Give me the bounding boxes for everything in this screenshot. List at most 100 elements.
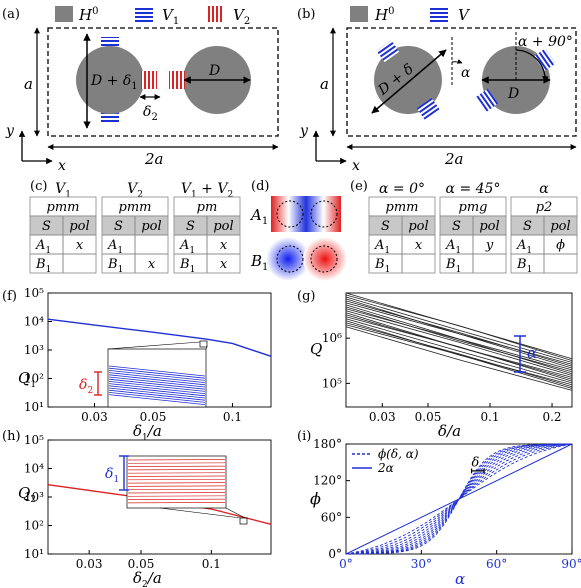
panel-c-label: (c): [30, 179, 47, 194]
label-main: B: [445, 257, 456, 272]
label-main: A: [107, 238, 117, 253]
table-c1-row-sym: B1: [107, 257, 123, 275]
f-inset-line: [108, 370, 206, 381]
panel-b: (b) H0 V D + δ α: [297, 6, 577, 174]
g-series-line: [345, 308, 573, 375]
f-zoom-box: [199, 340, 208, 348]
mode-a1-field: [271, 196, 341, 232]
label-main: B: [35, 257, 46, 272]
h-annotation: δ1: [105, 466, 119, 485]
legend-h0-swatch-b: [350, 6, 368, 22]
f-inset-line: [108, 367, 206, 379]
chart-h-xtick-label: 0.1: [202, 557, 221, 571]
table-e1-group: pmg: [459, 200, 488, 215]
i-ylabel: ϕ: [310, 489, 321, 508]
disk-left: [76, 46, 144, 114]
f-inset-line: [108, 392, 206, 403]
label-sub: 1: [527, 265, 533, 275]
label-main: A: [374, 238, 384, 253]
label-main: B: [374, 257, 385, 272]
h-ylabel: Q2: [18, 484, 36, 505]
chart-g-ytick-label: 10⁶: [322, 331, 342, 345]
i-xlabel: α: [455, 570, 465, 588]
chart-f-ytick-label: 10¹: [24, 400, 44, 414]
table-c0-row-sym: B1: [35, 257, 51, 275]
table-e0-title-main: α = 0°: [379, 181, 425, 197]
g-series-line: [345, 322, 573, 388]
chart-h-ytick-label: 10¹: [24, 547, 44, 561]
label-main: Q: [18, 369, 30, 387]
g-xlabel: δ/a: [438, 422, 461, 440]
label-main: δ: [133, 569, 142, 587]
table-c1-group: pmm: [119, 200, 152, 215]
h-xlabel-tail: /a: [146, 569, 162, 587]
table-c1-row-pol: x: [148, 257, 156, 272]
table-c2-row-pol: x: [220, 257, 228, 272]
chart-h-xtick-label: 0.05: [128, 557, 155, 571]
table-c1-title-sub: 2: [137, 190, 143, 200]
chart-h-ytick-label: 10⁴: [24, 462, 44, 476]
mode-a1-label: A1: [249, 206, 268, 227]
h-inset-line: [127, 502, 226, 504]
i-series-phi: [346, 443, 572, 555]
v-bar-right-bottom-tip: [476, 88, 499, 112]
label-sub: 1: [455, 246, 461, 256]
g-series-line: [345, 314, 573, 380]
legend-v-swatch: [430, 6, 448, 22]
i-xtick-label: 30°: [411, 557, 432, 571]
table-c2-row-sym: B1: [179, 257, 195, 275]
chart-g-frame: [345, 292, 573, 408]
h-inset-line: [127, 465, 226, 467]
table-e2-title-main: α: [539, 181, 549, 197]
chart-h-ytick-label: 10³: [24, 490, 44, 504]
label-main: A: [516, 238, 526, 253]
legend-v-label: V: [458, 6, 471, 24]
table-e2-head-s: S: [523, 219, 532, 234]
mode-b1-label: B1: [250, 252, 268, 273]
label-sub: 1: [46, 265, 52, 275]
label-main: δ: [133, 422, 142, 440]
table-e1-title: α = 45°: [446, 181, 501, 197]
label-main: B: [179, 257, 190, 272]
h-inset-line: [127, 492, 226, 494]
table-e2-title: α: [539, 181, 549, 197]
f-inset-link1: [107, 341, 201, 350]
chart-g-xtick-label: 0.03: [369, 410, 396, 424]
table-c2-title-sub2: 2: [227, 190, 233, 200]
label-sub: 1: [385, 265, 391, 275]
label-sub: 2: [87, 386, 93, 396]
chart-f-ytick-label: 10⁴: [24, 315, 44, 329]
label-sub: 1: [142, 433, 148, 443]
v2-bar-right: [169, 71, 185, 89]
table-e0-row-pol: x: [415, 238, 423, 253]
h-inset-link1: [159, 507, 242, 519]
table-e2-row-pol: ϕ: [556, 238, 565, 253]
i-legend-phi: ϕ(δ, α): [378, 447, 419, 461]
f-inset-line: [108, 376, 206, 388]
label-main: A: [445, 238, 455, 253]
label-y-a: y: [5, 123, 15, 139]
mode-b1-blue-lobe: [266, 237, 310, 281]
label-d-plus-delta1: D + δ1: [90, 73, 138, 92]
f-inset-line: [108, 383, 206, 394]
label-sub: 1: [113, 475, 119, 485]
chart-g-ytick-label: 10⁵: [322, 376, 342, 390]
table-c0-head-s: S: [42, 219, 51, 234]
chart-h-ytick-label: 10⁵: [24, 433, 44, 447]
chart-g-xtick-label: 0.1: [480, 410, 499, 424]
panel-a: (a) H0 V1 V2 D + δ1 D δ2 a 2a y x: [2, 6, 279, 174]
arrow-d-plus-delta: [371, 49, 447, 114]
i-ytick-label: 0°: [328, 547, 342, 561]
table-c2-title-main: V: [181, 181, 193, 197]
table-e0-row-sym: A1: [374, 238, 390, 256]
panel-a-label: (a): [2, 7, 20, 22]
chart-f-ytick-label: 10²: [24, 372, 44, 386]
g-series-line: [345, 316, 573, 382]
table-c1-head-s: S: [114, 219, 123, 234]
label-main: B: [516, 257, 527, 272]
f-inset-line: [108, 378, 206, 390]
g-ylabel: Q: [310, 340, 322, 358]
legend-v1-swatch: [135, 6, 153, 22]
